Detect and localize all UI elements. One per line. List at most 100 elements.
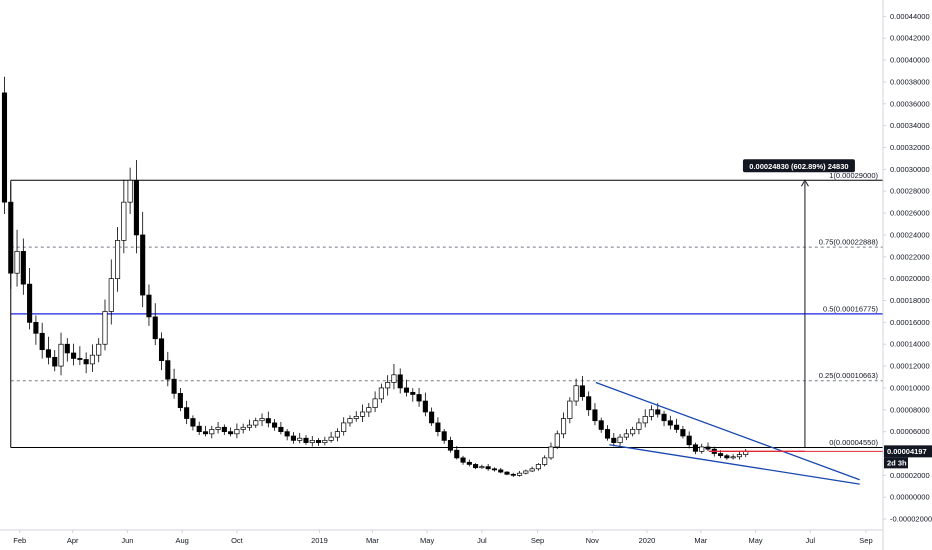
candle-body: [146, 294, 152, 318]
fib-label-0.5: 0.5(0.00016775): [823, 304, 879, 313]
y-tick-label: 0.00044000: [890, 12, 930, 21]
candle-body: [1, 92, 8, 203]
y-tick-label: 0.00026000: [890, 209, 930, 218]
candle-body: [353, 416, 359, 419]
fib-label-0.75: 0.75(0.00022888): [819, 238, 879, 247]
price-axis[interactable]: 0.00044000 0.00042000 0.00040000 0.00038000…: [883, 12, 932, 524]
candle-body: [265, 418, 271, 424]
candle-body: [642, 416, 648, 424]
candle-body: [190, 418, 196, 427]
y-tick-label: 0.00000000: [890, 493, 930, 502]
candle-body: [554, 433, 560, 448]
candle-body: [284, 431, 290, 437]
candle-body: [441, 431, 447, 441]
y-tick-label: 0.00014000: [890, 340, 930, 349]
candle-body: [58, 343, 64, 367]
candle-body: [341, 422, 347, 432]
candle-body: [667, 420, 673, 426]
candle-body: [548, 446, 554, 459]
candle-body: [246, 424, 253, 428]
measure-label-bg: [742, 159, 855, 173]
candle-body: [510, 473, 516, 476]
candle-body: [485, 466, 491, 470]
candle-body: [133, 179, 139, 236]
candle-body: [322, 440, 328, 443]
x-tick-label: Sep: [531, 536, 544, 545]
x-tick-label: Jun: [121, 536, 133, 545]
candle-body: [623, 433, 629, 438]
candle-body: [579, 385, 585, 398]
x-tick-label: 2019: [311, 536, 328, 545]
candle-body: [705, 446, 711, 450]
y-tick-label: 0.00022000: [890, 252, 930, 261]
candle-body: [397, 374, 403, 389]
candle-body: [491, 468, 497, 471]
y-tick-label: 0.00042000: [890, 34, 930, 43]
candle-body: [290, 435, 296, 441]
candle-body: [83, 359, 89, 365]
candle-body: [378, 387, 384, 400]
candle-body: [177, 393, 183, 408]
candle-body: [102, 311, 108, 345]
candle-body: [77, 358, 83, 360]
candle-body: [221, 426, 227, 432]
candle-body: [228, 431, 234, 435]
candle-body: [630, 429, 636, 435]
candle-body: [372, 398, 378, 408]
measure-label: 0.00024830 (602.89%) 24830: [749, 162, 848, 171]
candle-body: [108, 278, 114, 312]
x-tick-label: Aug: [175, 536, 188, 545]
x-tick-label: May: [748, 536, 762, 545]
x-tick-label: Nov: [586, 536, 600, 545]
last-price-label: 0.00004197: [887, 447, 927, 456]
time-axis[interactable]: Feb Apr Jun Aug Oct 2019 Mar May Jul Sep Nov 2020 Ma…: [13, 530, 873, 545]
y-tick-label: 0.00006000: [890, 427, 930, 436]
candle-body: [140, 234, 146, 296]
x-tick-label: Mar: [694, 536, 707, 545]
candle-body: [303, 437, 309, 443]
candle-body: [611, 437, 617, 443]
candle-body: [234, 429, 240, 435]
candle-body: [171, 378, 177, 394]
candle-body: [165, 360, 171, 380]
candle-body: [272, 422, 278, 428]
candle-body: [184, 407, 190, 419]
x-tick-label: May: [420, 536, 434, 545]
y-tick-label: 0.00036000: [890, 99, 930, 108]
candle-body: [636, 422, 642, 430]
x-tick-label: Jul: [806, 536, 816, 545]
y-tick-label: 0.00012000: [890, 362, 930, 371]
candle-body: [403, 387, 410, 393]
candle-body: [529, 468, 535, 472]
candle-body: [535, 464, 541, 470]
y-tick-label: 0.00010000: [890, 383, 930, 392]
y-tick-label: 0.00024000: [890, 230, 930, 239]
candle-body: [416, 394, 422, 402]
candle-body: [259, 418, 265, 422]
wedge-trendline-lower: [609, 444, 860, 485]
candle-body: [121, 201, 127, 241]
candle-body: [617, 436, 623, 443]
candle-body: [736, 454, 742, 458]
fib-layer: 1(0.00029000) 0.75(0.00022888) 0.5(0.00016…: [10, 171, 883, 448]
candle-body: [447, 440, 454, 451]
y-tick-label: 0.00020000: [890, 274, 930, 283]
candle-body: [422, 400, 428, 413]
candle-body: [89, 354, 95, 365]
candle-body: [328, 436, 334, 441]
drawings-layer: 0.00024830 (602.89%) 24830: [595, 159, 883, 485]
candle-body: [604, 429, 611, 439]
x-tick-label: Sep: [859, 536, 872, 545]
fib-label-1: 1(0.00029000): [829, 171, 878, 180]
candle-body: [674, 424, 680, 430]
countdown-badge: [884, 457, 908, 469]
candle-body: [334, 431, 340, 438]
candle-body: [20, 250, 26, 285]
candle-body: [27, 283, 33, 323]
candle-body: [560, 418, 567, 435]
x-tick-label: Jul: [477, 536, 487, 545]
candle-body: [466, 461, 472, 465]
candle-body: [316, 440, 322, 443]
candle-body: [96, 343, 102, 356]
